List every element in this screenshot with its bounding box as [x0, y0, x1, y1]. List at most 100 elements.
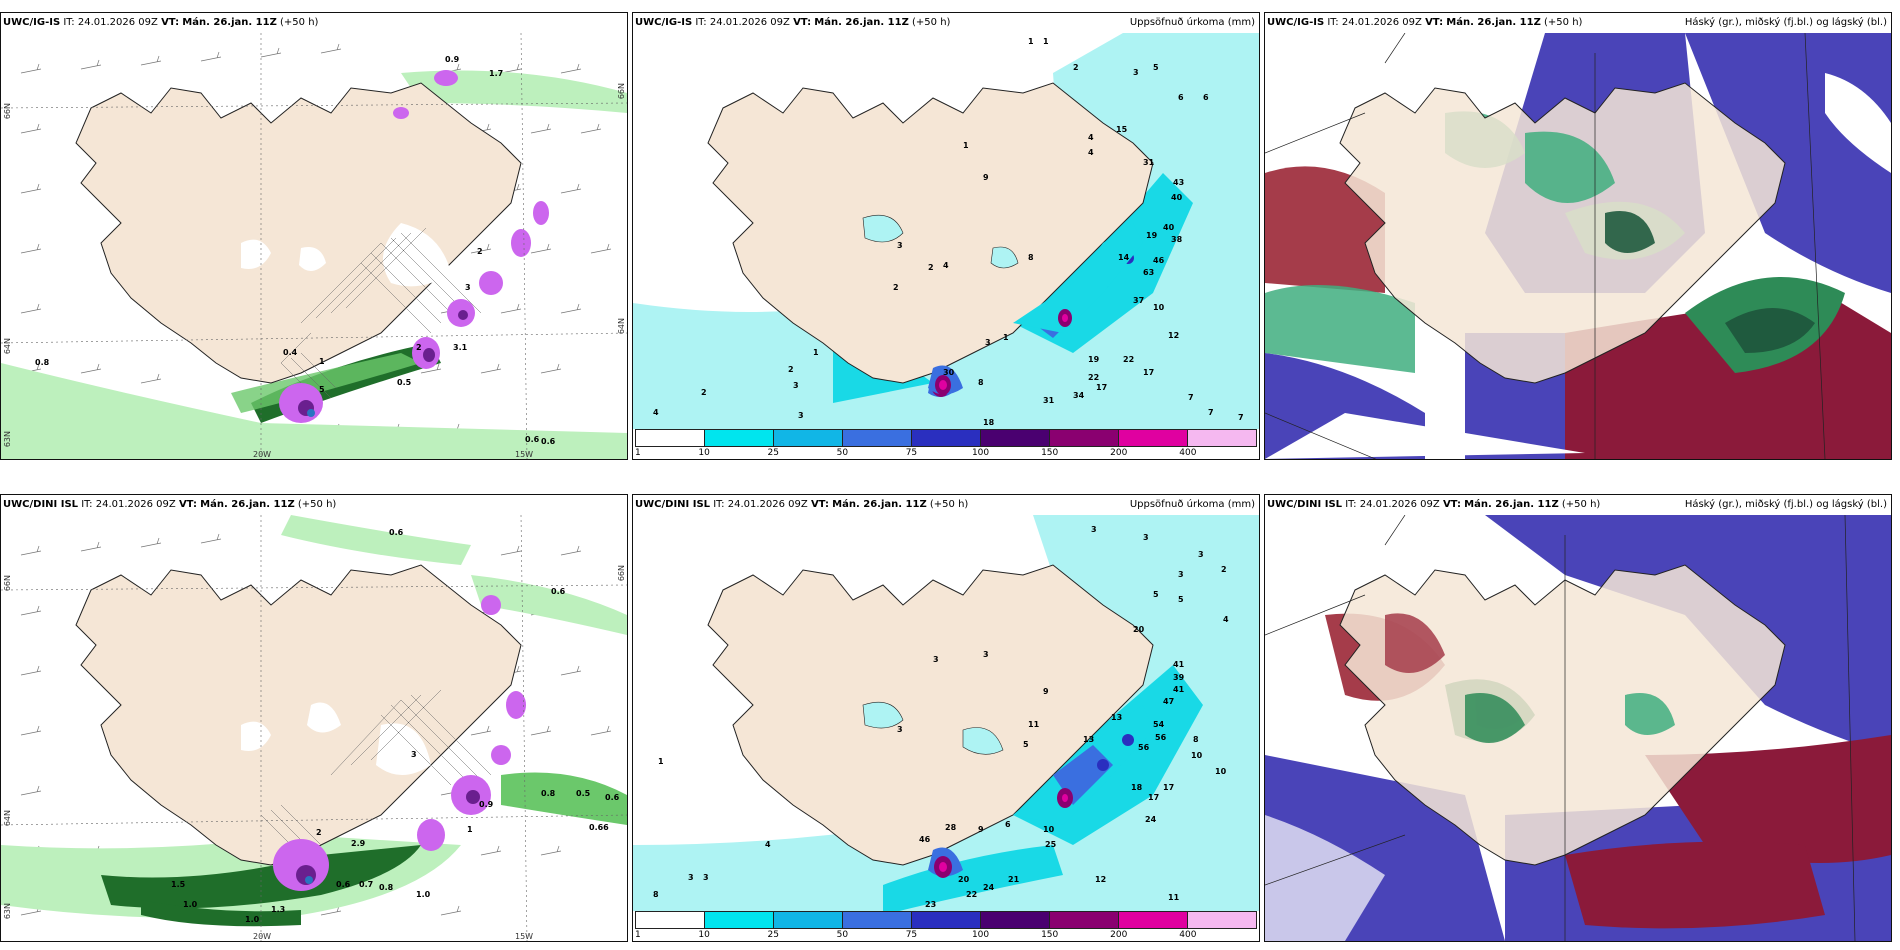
map-value: 5: [1023, 740, 1029, 749]
init-time: IT: 24.01.2026 09Z: [695, 17, 790, 28]
forecast-offset: (+50 h): [297, 499, 337, 510]
map-value: 0.6: [605, 793, 620, 802]
valid-time: Mán. 26.jan. 11Z: [1464, 499, 1559, 510]
map-value: 9: [1043, 687, 1049, 696]
map-value: 41: [1173, 660, 1185, 669]
map-value: 1: [963, 141, 969, 150]
precip-colorbar: 1 10 25 50 75 100 150 200 400: [633, 911, 1259, 941]
panel-title: Uppsöfnuð úrkoma (mm): [1129, 17, 1255, 28]
map-value: 22: [1088, 373, 1100, 382]
map-value: 56: [1155, 733, 1167, 742]
model-name: UWC/IG-IS: [1267, 17, 1325, 28]
map-value: 63: [1143, 268, 1155, 277]
map-value: 1.7: [489, 69, 504, 78]
map-value: 0.6: [541, 437, 556, 446]
map-value: 17: [1096, 383, 1108, 392]
colorbar-swatch: [1050, 912, 1119, 928]
colorbar-label: 10: [698, 930, 710, 940]
map-value: 41: [1173, 685, 1185, 694]
map-value: 24: [1145, 815, 1157, 824]
lat-label-right: 66N: [617, 565, 626, 582]
map-value: 0.6: [389, 528, 404, 537]
map-value: 17: [1148, 793, 1160, 802]
map-value: 8: [1028, 253, 1034, 262]
lon-label: 20W: [253, 932, 272, 941]
colorbar-label: 10: [698, 448, 710, 458]
colorbar-swatch: [636, 912, 705, 928]
map-value: 2: [477, 247, 483, 256]
map-value: 23: [925, 900, 937, 909]
map-value: 1: [1003, 333, 1009, 342]
map-value: 3: [983, 650, 989, 659]
colorbar-label: 200: [1110, 930, 1128, 940]
map-value: 8: [653, 890, 659, 899]
valid-time: Mán. 26.jan. 11Z: [1446, 17, 1541, 28]
colorbar-swatch: [774, 912, 843, 928]
map-value: 6: [1005, 820, 1011, 829]
colorbar-label: 1: [635, 930, 641, 940]
panel-header: UWC/DINI ISL IT: 24.01.2026 09Z VT: Mán.…: [633, 495, 1259, 515]
map-value: 6: [1178, 93, 1184, 102]
colorbar-swatch: [1050, 430, 1119, 446]
init-time: IT: 24.01.2026 09Z: [1345, 499, 1440, 510]
map-value: 14: [1118, 253, 1130, 262]
map-value: 2: [893, 283, 899, 292]
map-value: 40: [1163, 223, 1175, 232]
map-value: 0.7: [359, 880, 374, 889]
map-value: 4: [943, 261, 949, 270]
map-value: 2.9: [351, 839, 366, 848]
lat-label: 66N: [3, 575, 12, 592]
colorbar-label: 200: [1110, 448, 1128, 458]
map-value: 5: [1178, 595, 1184, 604]
map-value: 4: [1088, 133, 1094, 142]
lat-label: 64N: [3, 338, 12, 355]
map-value: 5: [1153, 590, 1159, 599]
colorbar-swatch: [774, 430, 843, 446]
map-value: 0.9: [479, 800, 494, 809]
map-value: 5: [319, 385, 325, 394]
valid-label: VT:: [178, 499, 197, 510]
panel-igis-wind: UWC/IG-IS IT: 24.01.2026 09Z VT: Mán. 26…: [0, 12, 628, 460]
map-value: 19: [1088, 355, 1100, 364]
map-value: 38: [1171, 235, 1183, 244]
model-name: UWC/IG-IS: [3, 17, 61, 28]
map-value: 22: [966, 890, 978, 899]
colorbar-label: 25: [767, 930, 779, 940]
map-value: 1.0: [416, 890, 431, 899]
lon-label: 15W: [515, 932, 534, 941]
map-value: 10: [1191, 751, 1203, 760]
valid-time: Mán. 26.jan. 11Z: [182, 17, 277, 28]
panel-igis-cloud: UWC/IG-IS IT: 24.01.2026 09Z VT: Mán. 26…: [1264, 12, 1892, 460]
map-value: 3.1: [453, 343, 468, 352]
model-name: UWC/DINI ISL: [3, 499, 79, 510]
map-value: 1.3: [271, 905, 286, 914]
panel-dini-precip: UWC/DINI ISL IT: 24.01.2026 09Z VT: Mán.…: [632, 494, 1260, 942]
valid-label: VT:: [810, 499, 829, 510]
map-value: 3: [793, 381, 799, 390]
map-value: 1.0: [183, 900, 198, 909]
map-value: 3: [465, 283, 471, 292]
map-value: 10: [1043, 825, 1055, 834]
map-value: 0.6: [551, 587, 566, 596]
map-value: 3: [798, 411, 804, 420]
map-value: 13: [1083, 735, 1095, 744]
map-value: 4: [1223, 615, 1229, 624]
map-value: 3: [897, 725, 903, 734]
map-value: 7: [1188, 393, 1194, 402]
map-value: 19: [1146, 231, 1158, 240]
map-value: 4: [1088, 148, 1094, 157]
map-value: 9: [978, 825, 984, 834]
colorbar-labels: 1 10 25 50 75 100 150 200 400: [635, 448, 1257, 459]
colorbar-swatch: [981, 430, 1050, 446]
init-time: IT: 24.01.2026 09Z: [1327, 17, 1422, 28]
colorbar-swatch: [912, 430, 981, 446]
map-value: 8: [978, 378, 984, 387]
lat-label: 63N: [3, 903, 12, 920]
panel-dini-wind: UWC/DINI ISL IT: 24.01.2026 09Z VT: Mán.…: [0, 494, 628, 942]
colorbar-label: 75: [905, 930, 918, 940]
precip-map: [633, 515, 1259, 941]
map-value: 3: [1133, 68, 1139, 77]
valid-label: VT:: [161, 17, 180, 28]
map-value: 34: [1073, 391, 1085, 400]
map-value: 31: [1143, 158, 1155, 167]
